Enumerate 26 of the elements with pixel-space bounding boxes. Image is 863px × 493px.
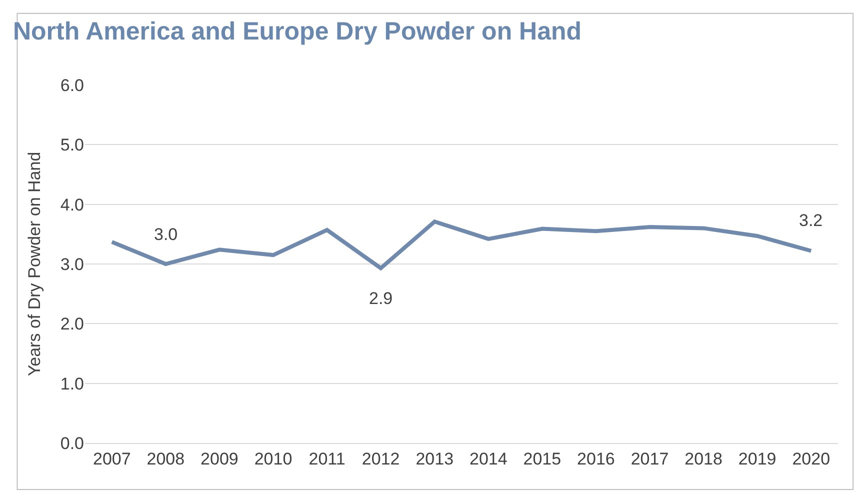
- x-tick-label: 2015: [523, 449, 562, 468]
- x-tick-label: 2007: [92, 449, 131, 468]
- x-tick-label: 2020: [792, 449, 830, 468]
- x-tick-label: 2008: [146, 449, 185, 468]
- x-tick-label: 2013: [416, 449, 454, 468]
- x-tick-label: 2016: [577, 449, 615, 468]
- y-tick-label: 4.0: [60, 195, 84, 214]
- x-tick-label: 2019: [738, 449, 776, 468]
- y-tick-label: 2.0: [60, 314, 84, 334]
- chart-title: North America and Europe Dry Powder on Hand: [12, 18, 582, 46]
- x-tick-label: 2012: [362, 449, 400, 468]
- data-label: 3.2: [799, 211, 823, 230]
- y-tick-label: 6.0: [60, 76, 84, 95]
- y-tick-label: 1.0: [60, 374, 84, 394]
- x-tick-label: 2017: [630, 449, 669, 468]
- y-tick-label: 3.0: [60, 254, 84, 274]
- x-tick-label: 2018: [684, 449, 722, 468]
- data-label: 2.9: [369, 289, 393, 308]
- x-tick-label: 2011: [308, 449, 346, 468]
- x-tick-label: 2009: [200, 449, 238, 468]
- data-label: 3.0: [154, 225, 178, 244]
- x-tick-label: 2010: [254, 449, 292, 468]
- y-axis-title: Years of Dry Powder on Hand: [24, 152, 44, 376]
- y-tick-label: 5.0: [60, 136, 84, 155]
- x-tick-label: 2014: [469, 449, 508, 468]
- y-tick-label: 0.0: [60, 434, 84, 453]
